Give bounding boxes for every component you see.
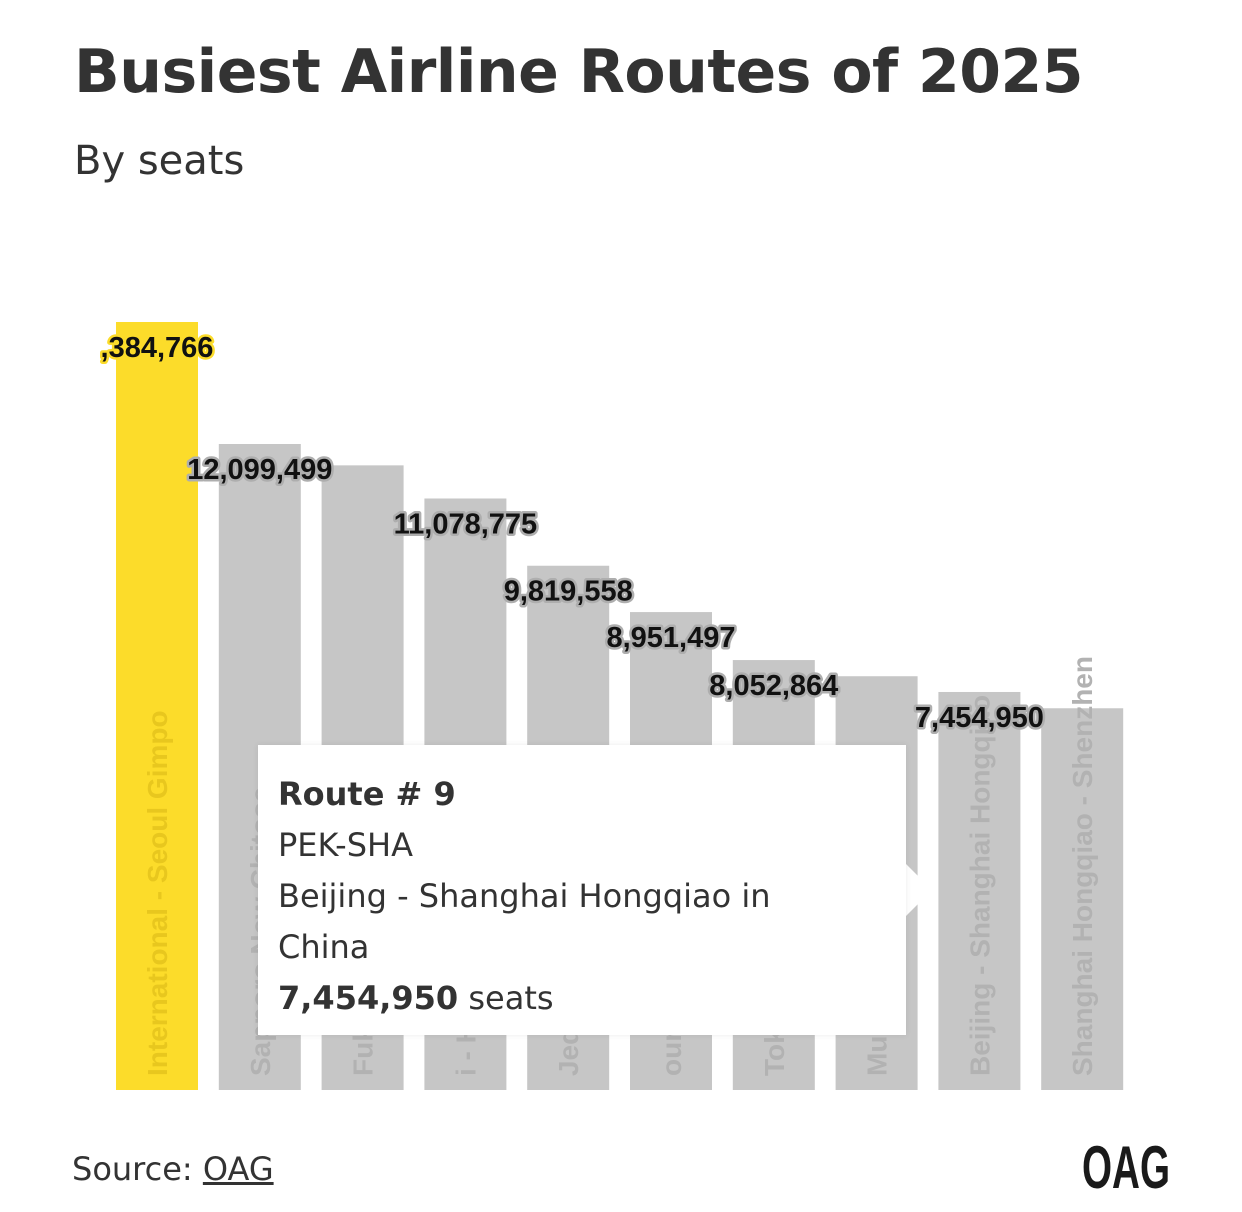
data-label-9: 7,454,950 (915, 702, 1044, 734)
data-label-7: 8,052,864 (709, 670, 838, 702)
chart-title: Busiest Airline Routes of 2025 (74, 37, 1084, 107)
bar-9[interactable] (938, 691, 1021, 1090)
tooltip-heading: Route # 9 (278, 775, 456, 813)
tooltip-seats: 7,454,950 seats (278, 973, 886, 1024)
oag-logo: OAG (1082, 1134, 1170, 1200)
source-prefix: Source: (72, 1150, 203, 1188)
bar-10[interactable] (1041, 708, 1124, 1090)
category-label-1: International - Seoul Gimpo (142, 710, 173, 1076)
data-label-6: 8,951,497 (606, 622, 735, 654)
bar-1[interactable] (116, 322, 198, 1090)
tooltip-description-line2: China (278, 928, 370, 966)
tooltip-seats-value: 7,454,950 (278, 979, 459, 1017)
data-label-5: 9,819,558 (504, 576, 633, 608)
route-tooltip: Route # 9 PEK-SHA Beijing - Shanghai Hon… (258, 745, 906, 1035)
tooltip-description-line1: Beijing - Shanghai Hongqiao in (278, 877, 771, 915)
tooltip-pointer (904, 862, 932, 918)
source-note: Source: OAG (72, 1145, 274, 1193)
category-label-10: Shanghai Hongqiao - Shenzhen (1067, 656, 1098, 1076)
chart-subtitle: By seats (74, 138, 245, 184)
oag-logo-text: OAG (1082, 1134, 1170, 1200)
category-label-9: Beijing - Shanghai Hongqiao (964, 695, 995, 1076)
data-label-1: ,384,766 (101, 332, 214, 364)
tooltip-route-code: PEK-SHA (278, 826, 413, 864)
source-link[interactable]: OAG (202, 1150, 274, 1188)
data-label-2: 12,099,499 (187, 454, 332, 486)
data-label-4: 11,078,775 (394, 509, 538, 541)
tooltip-seats-suffix: seats (458, 979, 554, 1017)
